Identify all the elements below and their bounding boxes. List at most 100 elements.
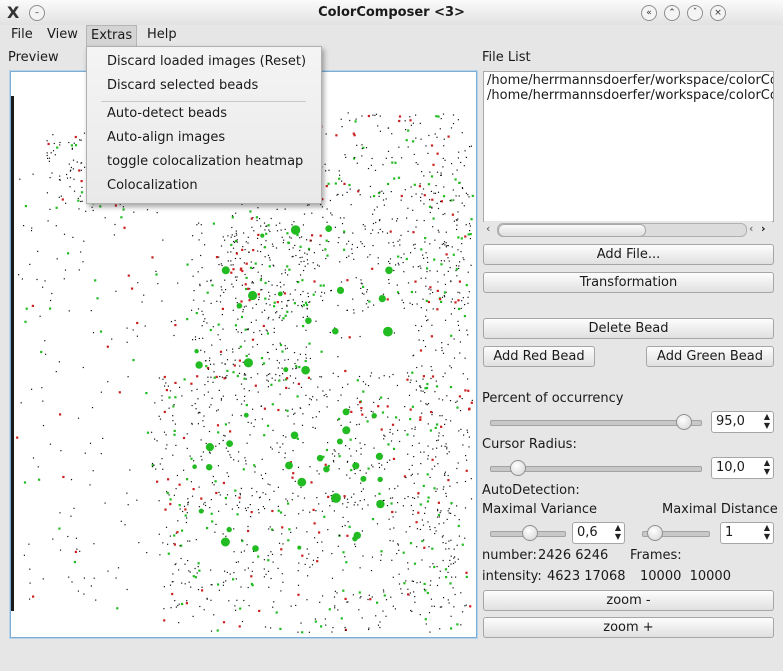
bead-dot [307,376,310,379]
bead-dot [198,506,200,508]
variance-slider-handle[interactable] [522,525,538,541]
distance-spinbox[interactable]: 1 ▲ ▼ [720,522,774,544]
file-list[interactable]: /home/herrmannsdoerfer/workspace/colorCo… [483,71,774,222]
bead-dot [354,501,356,503]
menu-view[interactable]: View [47,27,78,42]
file-list-item[interactable]: /home/herrmannsdoerfer/workspace/colorCo [487,88,774,103]
bead-dot [417,511,420,514]
variance-spinbox[interactable]: 0,6 ▲ ▼ [572,522,625,544]
bead-dot [348,240,350,242]
scroll-thumb[interactable] [498,224,646,237]
shade-window-button[interactable]: « [641,5,657,21]
menu-file[interactable]: File [11,27,33,42]
bead-dot [424,589,427,592]
bead-dot [263,576,265,578]
bead-dot [345,156,347,158]
bead-dot [284,345,286,347]
spin-arrows-icon[interactable]: ▲ ▼ [763,523,770,541]
bead-dot [176,474,178,477]
close-button[interactable]: × [710,5,726,21]
bead-dot [457,291,459,293]
bead-dot [114,204,117,207]
bead-dot [37,466,39,468]
bead-dot [388,242,390,244]
spin-arrows-icon[interactable]: ▲ ▼ [763,458,770,476]
menu-item-toggle-heatmap[interactable]: toggle colocalization heatmap [107,154,304,169]
scroll-left-icon[interactable]: ‹ [486,222,491,235]
bead-dot [209,363,212,365]
bead-dot [361,292,363,294]
menu-item-reset[interactable]: Discard loaded images (Reset) [107,54,307,69]
menu-item-auto-detect-beads[interactable]: Auto-detect beads [107,106,228,121]
bead-dot [282,543,284,545]
bead-dot [400,194,403,198]
menu-item-colocalization[interactable]: Colocalization [107,178,198,193]
add-file-button[interactable]: Add File... [483,244,774,265]
bead-dot [436,584,439,587]
bead-dot [271,403,274,406]
bead-dot [383,591,385,593]
bead-dot [232,363,234,365]
cursor-radius-slider[interactable] [490,466,702,472]
bead-dot [262,478,264,480]
zoom-out-button[interactable]: zoom - [483,590,774,611]
keep-above-button[interactable]: ⌃ [664,5,680,21]
distance-slider[interactable] [642,531,710,537]
bead-dot [292,247,294,249]
bead-dot [161,395,163,397]
bead-dot [450,280,452,282]
bead-dot [250,217,253,220]
add-green-bead-button[interactable]: Add Green Bead [646,346,774,367]
bead-dot [73,190,76,192]
bead-dot [444,445,446,447]
bead-dot [334,455,336,457]
bead-dot [382,192,385,194]
menu-item-discard-selected-beads[interactable]: Discard selected beads [107,78,259,93]
distance-slider-handle[interactable] [647,525,663,541]
menu-item-auto-align-images[interactable]: Auto-align images [107,130,226,145]
bead-dot [380,554,382,556]
bead-dot [290,237,292,239]
bead-dot [190,382,193,385]
minimize-button[interactable]: ˇ [687,5,703,21]
spin-arrows-icon[interactable]: ▲ ▼ [763,412,770,430]
bead-dot [256,343,258,346]
scroll-left-icon[interactable]: ‹ [749,222,754,235]
scroll-right-icon[interactable]: › [761,222,766,235]
cursor-radius-slider-handle[interactable] [509,460,526,476]
bead-dot [368,594,370,596]
bead-dot [341,223,344,225]
occurrency-slider[interactable] [490,420,702,426]
bead-dot [443,145,445,147]
add-red-bead-button[interactable]: Add Red Bead [483,346,595,367]
bead-dot [389,528,391,530]
bead-dot [420,451,422,453]
bead-dot [290,605,292,607]
bead-dot [268,265,271,268]
bead-dot [359,194,361,196]
menu-extras[interactable]: Extras [86,25,138,46]
window-menu-button[interactable]: – [29,5,45,21]
zoom-in-button[interactable]: zoom + [483,617,774,638]
file-list-item[interactable]: /home/herrmannsdoerfer/workspace/colorCo [487,73,774,88]
delete-bead-button[interactable]: Delete Bead [483,318,774,339]
bead-dot [456,406,459,409]
bead-dot [174,381,177,384]
spin-arrows-icon[interactable]: ▲ ▼ [614,523,621,541]
bead-dot [244,340,246,342]
menu-help[interactable]: Help [147,27,177,42]
transformation-button[interactable]: Transformation [483,272,774,293]
bead-dot [162,239,164,241]
occurrency-spinbox[interactable]: 95,0 ▲ ▼ [711,411,774,433]
bead-dot [269,304,271,306]
bead-dot [302,509,304,511]
bead-dot [325,185,328,188]
bead-dot [72,168,74,170]
bead-dot [383,499,385,501]
occurrency-slider-handle[interactable] [676,414,693,430]
bead-dot [30,230,33,232]
bead-dot [232,268,235,271]
bead-dot [393,269,395,272]
bead-dot [83,593,85,595]
cursor-radius-spinbox[interactable]: 10,0 ▲ ▼ [711,457,774,479]
